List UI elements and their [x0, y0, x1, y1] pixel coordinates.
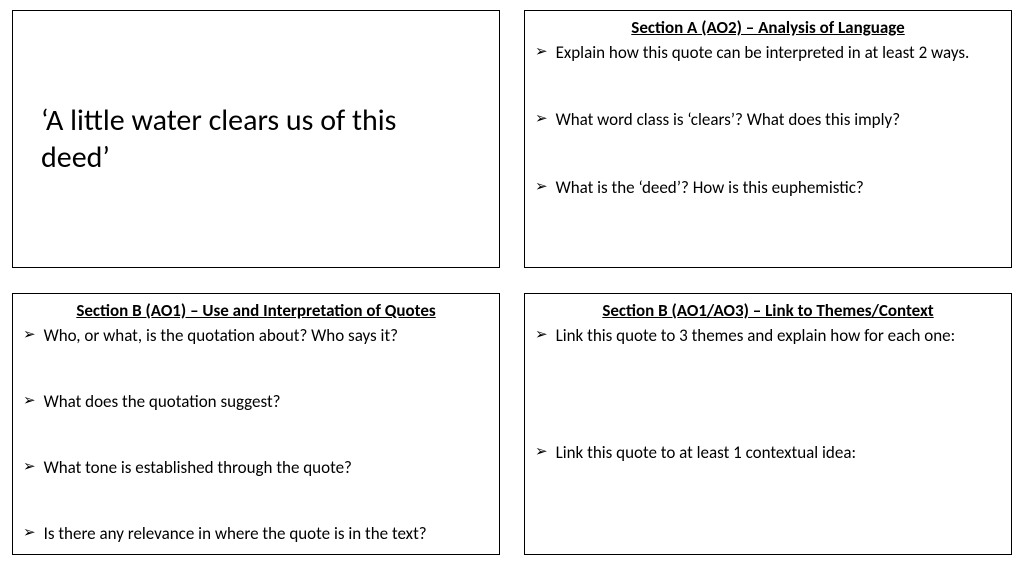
- section-a-panel: Section A (AO2) – Analysis of Language ➢…: [524, 10, 1012, 268]
- section-a-heading: Section A (AO2) – Analysis of Language: [535, 17, 1001, 38]
- list-item: ➢ Is there any relevance in where the qu…: [23, 523, 489, 544]
- bullet-text: Who, or what, is the quotation about? Wh…: [44, 325, 398, 346]
- bullet-icon: ➢: [23, 457, 36, 478]
- bullet-text: What tone is established through the quo…: [44, 457, 352, 478]
- list-item: ➢ Link this quote to at least 1 contextu…: [535, 442, 1001, 463]
- section-b2-panel: Section B (AO1/AO3) – Link to Themes/Con…: [524, 293, 1012, 555]
- section-b1-heading: Section B (AO1) – Use and Interpretation…: [23, 300, 489, 321]
- section-b2-bullets: ➢ Link this quote to 3 themes and explai…: [535, 325, 1001, 544]
- section-b1-panel: Section B (AO1) – Use and Interpretation…: [12, 293, 500, 555]
- bullet-icon: ➢: [23, 325, 36, 346]
- section-b1-bullets: ➢ Who, or what, is the quotation about? …: [23, 325, 489, 544]
- bullet-text: Link this quote to at least 1 contextual…: [556, 442, 856, 463]
- section-a-bullets: ➢ Explain how this quote can be interpre…: [535, 42, 1001, 257]
- list-item: ➢ Link this quote to 3 themes and explai…: [535, 325, 1001, 346]
- list-item: ➢ What tone is established through the q…: [23, 457, 489, 478]
- bullet-text: What word class is ‘clears’? What does t…: [556, 109, 901, 130]
- bullet-icon: ➢: [535, 325, 548, 346]
- bullet-text: Explain how this quote can be interprete…: [556, 42, 970, 63]
- bullet-text: What is the ‘deed’? How is this euphemis…: [556, 177, 864, 198]
- bullet-text: What does the quotation suggest?: [44, 391, 281, 412]
- bullet-icon: ➢: [535, 109, 548, 130]
- list-item: ➢ What does the quotation suggest?: [23, 391, 489, 412]
- bullet-icon: ➢: [535, 442, 548, 463]
- bullet-icon: ➢: [23, 523, 36, 544]
- list-item: ➢ Who, or what, is the quotation about? …: [23, 325, 489, 346]
- bullet-icon: ➢: [23, 391, 36, 412]
- bullet-text: Link this quote to 3 themes and explain …: [556, 325, 956, 346]
- bullet-icon: ➢: [535, 42, 548, 63]
- bullet-icon: ➢: [535, 177, 548, 198]
- list-item: ➢ What word class is ‘clears’? What does…: [535, 109, 1001, 130]
- quote-text: ‘A little water clears us of this deed’: [41, 102, 471, 177]
- list-item: ➢ Explain how this quote can be interpre…: [535, 42, 1001, 63]
- section-b2-heading: Section B (AO1/AO3) – Link to Themes/Con…: [535, 300, 1001, 321]
- bullet-text: Is there any relevance in where the quot…: [44, 523, 427, 544]
- quote-panel: ‘A little water clears us of this deed’: [12, 10, 500, 268]
- list-item: ➢ What is the ‘deed’? How is this euphem…: [535, 177, 1001, 198]
